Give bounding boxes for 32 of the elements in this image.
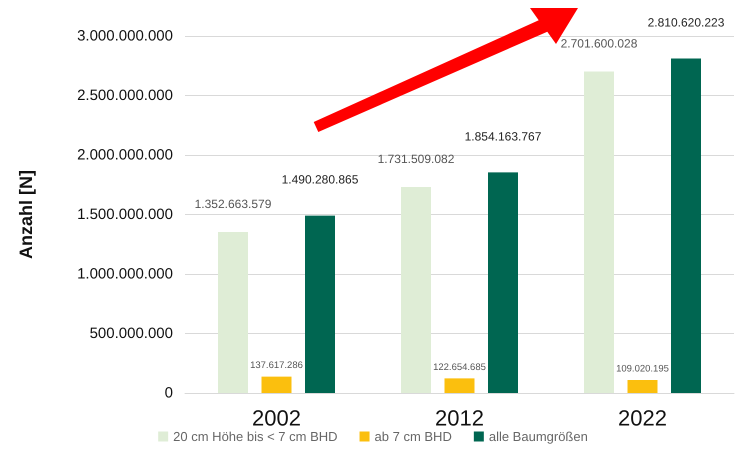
legend-label: alle Baumgrößen [488, 429, 588, 444]
bar [671, 58, 701, 393]
data-label: 1.731.509.082 [378, 152, 455, 166]
data-label: 2.701.600.028 [560, 36, 638, 51]
data-label: 2.810.620.223 [648, 16, 725, 30]
y-tick-label: 0 [164, 384, 173, 402]
data-label: 1.490.280.865 [282, 172, 359, 187]
legend-label: ab 7 cm BHD [374, 429, 452, 444]
y-tick-label: 1.500.000.000 [77, 206, 173, 223]
legend-label: 20 cm Höhe bis < 7 cm BHD [173, 429, 338, 444]
y-axis-title: Anzahl [N] [16, 170, 36, 259]
y-tick-label: 1.000.000.000 [77, 266, 173, 282]
bar [305, 216, 335, 393]
bar [444, 378, 474, 393]
bar [401, 186, 431, 393]
y-tick-label: 3.000.000.000 [77, 28, 173, 44]
bar [218, 232, 248, 393]
bar [628, 380, 658, 393]
x-tick-label: 2012 [435, 406, 484, 430]
bar [488, 172, 518, 393]
data-label: 1.854.163.767 [464, 129, 542, 144]
data-label: 137.617.286 [250, 360, 303, 372]
y-tick-label: 2.000.000.000 [77, 146, 173, 164]
bar [262, 376, 292, 393]
x-tick-label: 2022 [618, 406, 667, 430]
data-label: 122.654.685 [433, 362, 486, 373]
y-tick-label: 2.500.000.000 [77, 87, 173, 104]
data-label: 109.020.195 [616, 364, 669, 375]
data-label: 1.352.663.579 [194, 197, 272, 212]
x-tick-label: 2002 [252, 406, 301, 430]
y-tick-label: 500.000.000 [90, 325, 173, 342]
bar [584, 72, 614, 393]
